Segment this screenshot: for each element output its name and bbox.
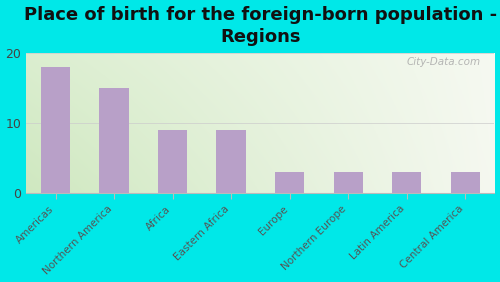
Bar	[41, 67, 70, 193]
Text: City-Data.com: City-Data.com	[406, 57, 480, 67]
Bar	[450, 172, 480, 193]
Bar	[275, 172, 304, 193]
Title: Place of birth for the foreign-born population -
Regions: Place of birth for the foreign-born popu…	[24, 6, 497, 46]
Bar	[158, 130, 187, 193]
Bar	[216, 130, 246, 193]
Bar	[100, 88, 128, 193]
Bar	[334, 172, 363, 193]
Bar	[392, 172, 422, 193]
